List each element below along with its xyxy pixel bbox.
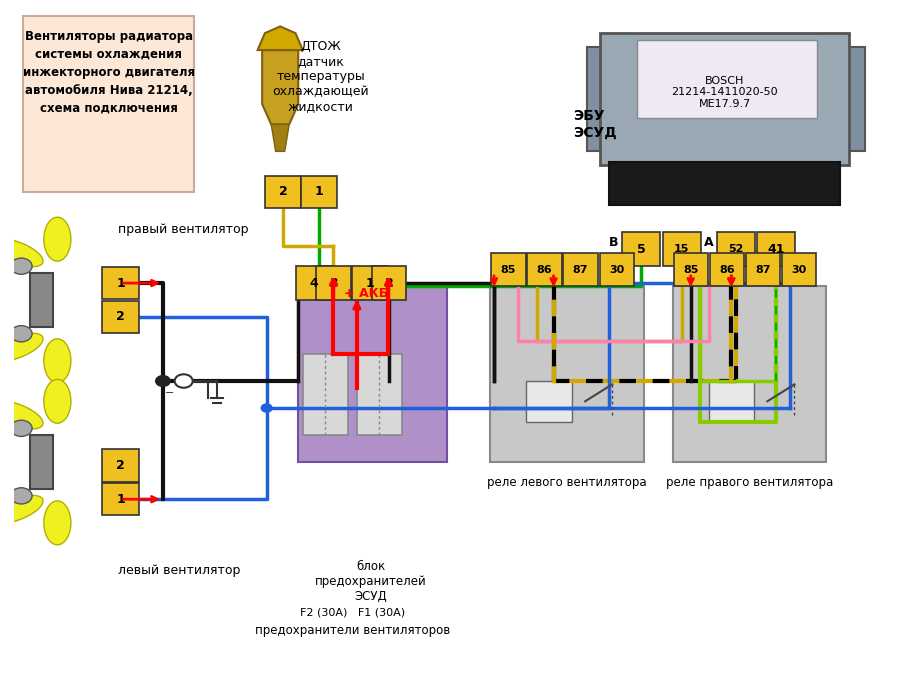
FancyBboxPatch shape: [717, 232, 754, 266]
FancyBboxPatch shape: [527, 381, 572, 422]
Text: А: А: [704, 236, 713, 249]
FancyBboxPatch shape: [674, 253, 708, 286]
FancyBboxPatch shape: [782, 253, 816, 286]
FancyBboxPatch shape: [316, 266, 350, 300]
Ellipse shape: [0, 238, 43, 267]
Polygon shape: [271, 125, 289, 151]
Text: + АКБ: + АКБ: [344, 287, 388, 300]
Text: В: В: [609, 236, 618, 249]
FancyBboxPatch shape: [357, 354, 402, 435]
FancyBboxPatch shape: [745, 253, 780, 286]
FancyBboxPatch shape: [563, 253, 597, 286]
Text: F2 (30А)   F1 (30А): F2 (30А) F1 (30А): [300, 607, 405, 617]
Text: 87: 87: [755, 265, 771, 274]
FancyBboxPatch shape: [372, 266, 406, 300]
Text: ЭБУ
ЭСУД: ЭБУ ЭСУД: [573, 109, 618, 140]
FancyBboxPatch shape: [352, 266, 387, 300]
Text: 1: 1: [116, 493, 125, 506]
Text: 30: 30: [791, 265, 807, 274]
FancyBboxPatch shape: [709, 381, 754, 422]
Text: 41: 41: [767, 243, 785, 256]
Bar: [30, 435, 53, 489]
Ellipse shape: [0, 400, 43, 429]
FancyBboxPatch shape: [265, 176, 301, 208]
FancyBboxPatch shape: [599, 253, 634, 286]
Text: 2: 2: [278, 185, 288, 198]
Text: Вентиляторы радиатора
системы охлаждения
инжекторного двигателя
автомобиля Нива : Вентиляторы радиатора системы охлаждения…: [23, 30, 195, 115]
FancyBboxPatch shape: [301, 176, 337, 208]
FancyBboxPatch shape: [663, 232, 700, 266]
Text: 3: 3: [329, 276, 338, 289]
Text: левый вентилятор: левый вентилятор: [118, 564, 240, 577]
Text: 4: 4: [309, 276, 318, 289]
Text: блок
предохранителей
ЭСУД: блок предохранителей ЭСУД: [314, 560, 426, 603]
Text: реле левого вентилятора: реле левого вентилятора: [487, 475, 647, 488]
Ellipse shape: [44, 379, 71, 424]
FancyBboxPatch shape: [609, 161, 840, 206]
FancyBboxPatch shape: [299, 287, 448, 462]
Text: реле правого вентилятора: реле правого вентилятора: [665, 475, 833, 488]
Circle shape: [10, 258, 32, 274]
Polygon shape: [257, 27, 302, 50]
Circle shape: [10, 488, 32, 504]
Text: 15: 15: [674, 244, 689, 254]
Text: ДТОЖ
датчик
температуры
охлаждающей
жидкости: ДТОЖ датчик температуры охлаждающей жидк…: [272, 40, 369, 113]
Text: предохранители вентиляторов: предохранители вентиляторов: [255, 624, 450, 637]
Ellipse shape: [44, 339, 71, 383]
Polygon shape: [262, 50, 299, 125]
FancyBboxPatch shape: [587, 47, 603, 151]
Text: 87: 87: [573, 265, 588, 274]
Circle shape: [10, 326, 32, 342]
FancyBboxPatch shape: [492, 253, 526, 286]
Circle shape: [261, 404, 272, 412]
FancyBboxPatch shape: [600, 33, 848, 165]
Text: 1: 1: [365, 276, 374, 289]
FancyBboxPatch shape: [102, 449, 140, 481]
Text: 52: 52: [728, 244, 743, 254]
Text: 86: 86: [537, 265, 552, 274]
FancyBboxPatch shape: [491, 287, 644, 462]
FancyBboxPatch shape: [709, 253, 743, 286]
Text: 30: 30: [609, 265, 624, 274]
FancyBboxPatch shape: [102, 483, 140, 516]
Circle shape: [155, 376, 170, 386]
Circle shape: [10, 420, 32, 437]
FancyBboxPatch shape: [757, 232, 795, 266]
Text: −: −: [165, 387, 174, 398]
Text: 5: 5: [637, 243, 645, 256]
FancyBboxPatch shape: [102, 267, 140, 299]
FancyBboxPatch shape: [637, 40, 817, 118]
Text: BOSCH
21214-1411020-50
ME17.9.7: BOSCH 21214-1411020-50 ME17.9.7: [671, 76, 777, 109]
Text: 1: 1: [116, 276, 125, 289]
Text: 2: 2: [116, 459, 125, 472]
FancyBboxPatch shape: [297, 266, 331, 300]
Text: 2: 2: [385, 276, 393, 289]
Text: 1: 1: [314, 185, 323, 198]
Text: 2: 2: [116, 311, 125, 323]
Circle shape: [175, 375, 193, 387]
Ellipse shape: [44, 501, 71, 545]
Ellipse shape: [44, 217, 71, 261]
Text: 85: 85: [501, 265, 516, 274]
Text: 86: 86: [719, 265, 734, 274]
FancyBboxPatch shape: [848, 47, 865, 151]
FancyBboxPatch shape: [23, 16, 195, 192]
FancyBboxPatch shape: [528, 253, 562, 286]
Ellipse shape: [0, 333, 43, 362]
Text: правый вентилятор: правый вентилятор: [118, 223, 248, 236]
Bar: [30, 273, 53, 327]
FancyBboxPatch shape: [302, 354, 348, 435]
FancyBboxPatch shape: [673, 287, 826, 462]
FancyBboxPatch shape: [102, 300, 140, 333]
Ellipse shape: [0, 495, 43, 524]
Text: 85: 85: [683, 265, 698, 274]
FancyBboxPatch shape: [622, 232, 660, 266]
